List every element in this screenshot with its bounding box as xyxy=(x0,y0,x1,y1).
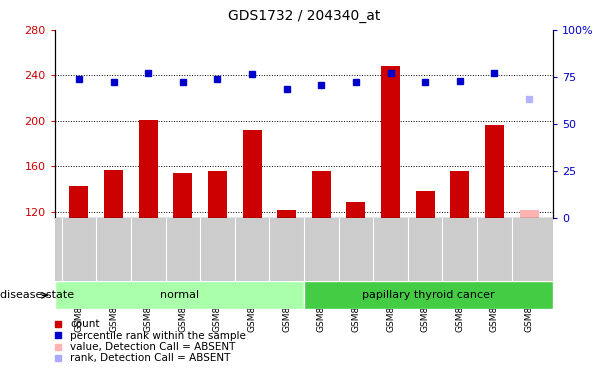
Text: GDS1732 / 204340_at: GDS1732 / 204340_at xyxy=(228,9,380,23)
Bar xyxy=(277,210,296,218)
Text: count: count xyxy=(70,320,100,329)
Bar xyxy=(104,170,123,217)
Text: papillary thyroid cancer: papillary thyroid cancer xyxy=(362,290,495,300)
Bar xyxy=(69,186,89,218)
Bar xyxy=(381,66,400,218)
Bar xyxy=(173,173,192,217)
Text: percentile rank within the sample: percentile rank within the sample xyxy=(70,331,246,340)
Text: disease state: disease state xyxy=(0,290,74,300)
Bar xyxy=(347,202,365,217)
Bar xyxy=(304,281,553,309)
Text: value, Detection Call = ABSENT: value, Detection Call = ABSENT xyxy=(70,342,235,352)
Bar xyxy=(519,210,539,218)
Bar xyxy=(485,126,504,218)
Bar xyxy=(243,130,261,218)
Bar xyxy=(139,120,157,218)
Bar xyxy=(451,171,469,217)
Text: rank, Detection Call = ABSENT: rank, Detection Call = ABSENT xyxy=(70,353,230,363)
Bar xyxy=(208,171,227,217)
Bar xyxy=(55,281,304,309)
Bar xyxy=(312,171,331,217)
Text: normal: normal xyxy=(160,290,199,300)
Bar xyxy=(416,191,435,217)
